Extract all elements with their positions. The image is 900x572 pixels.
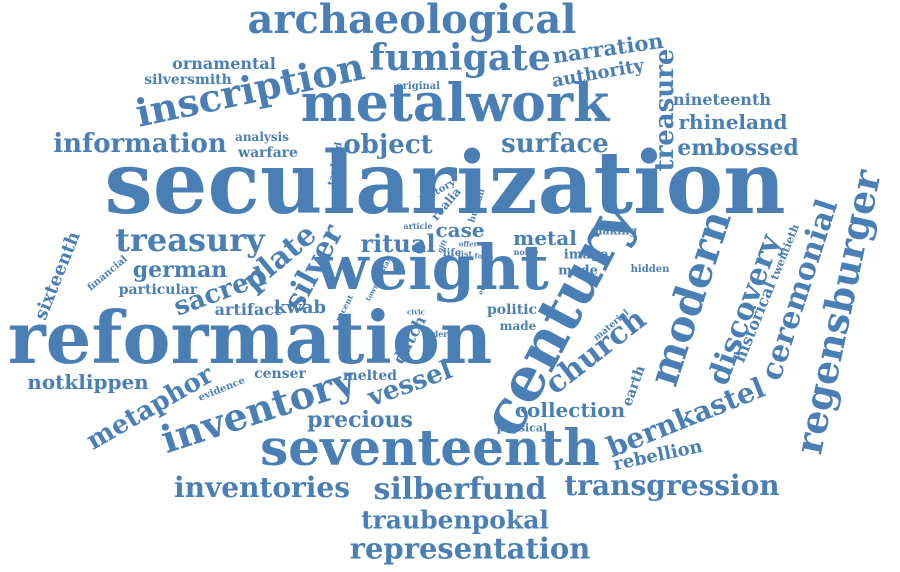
word-politic: politic: [487, 303, 537, 317]
word-article: article: [403, 222, 432, 230]
word-elder: elder: [424, 330, 447, 338]
word-traubenpokal: traubenpokal: [361, 508, 549, 533]
word-precious: precious: [307, 409, 413, 431]
word-made: made: [500, 320, 537, 332]
word-offer: offer: [459, 241, 478, 248]
word-transgression: transgression: [564, 472, 779, 500]
word-representation: representation: [350, 535, 591, 564]
word-making: making: [591, 226, 637, 237]
word-ornamental: ornamental: [172, 56, 276, 72]
word-inventories: inventories: [174, 474, 350, 502]
word-treasury: treasury: [115, 224, 264, 256]
word-warfare: warfare: [238, 146, 298, 160]
word-noble: noble: [514, 248, 539, 256]
word-form: form: [475, 253, 494, 260]
word-kwab: kwab: [274, 299, 326, 317]
word-nineteenth: nineteenth: [673, 92, 771, 108]
word-german: german: [133, 259, 228, 281]
word-mode: mode: [558, 265, 598, 278]
word-embossed: embossed: [677, 137, 798, 159]
word-image: image: [564, 249, 608, 262]
word-ritual: ritual: [361, 232, 436, 256]
word-analysis: analysis: [235, 131, 289, 143]
word-collection: collection: [515, 400, 625, 420]
word-treasure: treasure: [652, 49, 678, 172]
word-earth: earth: [620, 364, 648, 408]
word-information: information: [53, 131, 227, 157]
word-physical: physical: [497, 423, 547, 434]
word-civic: civic: [407, 309, 425, 316]
word-melted: melted: [343, 369, 397, 383]
word-fumigate: fumigate: [369, 40, 550, 76]
word-surface: surface: [501, 131, 609, 157]
word-metal: metal: [513, 228, 577, 248]
word-life: life: [443, 249, 461, 259]
word-object: object: [343, 132, 432, 158]
word-archaeological: archaeological: [248, 0, 577, 40]
word-silversmith: silversmith: [144, 73, 232, 87]
word-silberfund: silberfund: [373, 475, 546, 505]
word-artifact: artifact: [215, 302, 282, 318]
word-hidden: hidden: [631, 265, 670, 275]
word-original: original: [396, 82, 440, 92]
word-rhineland: rhineland: [678, 112, 787, 132]
word-notklippen: notklippen: [27, 372, 148, 392]
word-particular: particular: [119, 283, 198, 297]
word-censer: censer: [254, 367, 306, 381]
